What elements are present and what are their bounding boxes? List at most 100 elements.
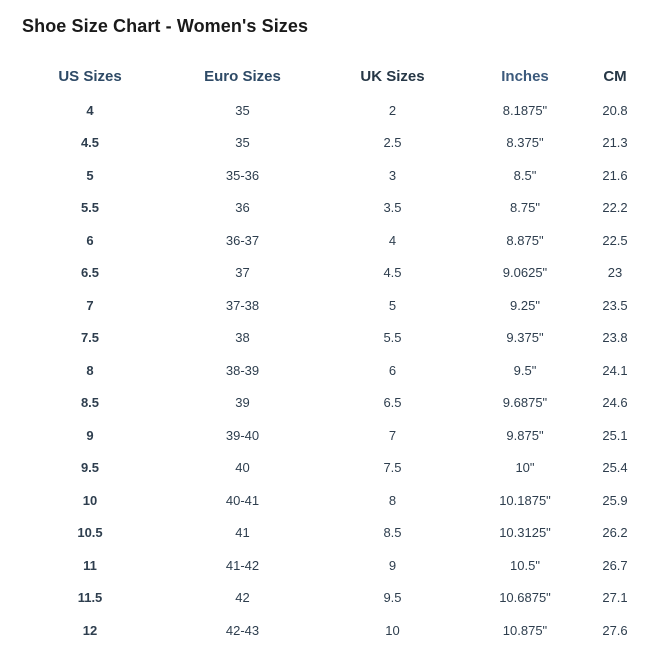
cell-inches: 8.1875"	[502, 102, 548, 118]
table-row: 10 40-41 8 10.1875" 25.9	[0, 484, 660, 517]
table-row: 7 37-38 5 9.25" 23.5	[0, 289, 660, 322]
cell-euro-size: 42-43	[225, 622, 260, 638]
cell-cm: 27.6	[602, 622, 628, 638]
header-row: US Sizes Euro Sizes UK Sizes Inches CM	[0, 58, 660, 94]
cell-cm: 23	[607, 265, 623, 281]
cell-cm: 22.2	[602, 200, 628, 216]
cell-inches: 10.5"	[510, 557, 540, 573]
cell-uk-size: 9	[388, 557, 397, 573]
cell-us-size: 11	[83, 557, 97, 573]
cell-uk-size: 3.5	[383, 200, 402, 216]
cell-us-size: 7.5	[80, 330, 100, 346]
cell-us-size: 5	[86, 167, 94, 183]
cell-euro-size: 40	[235, 460, 250, 476]
table-row: 9.5 40 7.5 10" 25.4	[0, 452, 660, 485]
header-inches: Inches	[501, 67, 549, 85]
cell-us-size: 10	[82, 492, 98, 508]
cell-euro-size: 41	[235, 525, 250, 541]
cell-uk-size: 5	[388, 297, 397, 313]
cell-cm: 21.3	[602, 135, 628, 151]
cell-cm: 22.5	[602, 232, 628, 248]
cell-euro-size: 40-41	[225, 492, 260, 508]
header-euro-sizes: Euro Sizes	[204, 67, 281, 85]
table-body: 4 35 2 8.1875" 20.8 4.5 35 2.5 8.375" 21.3 5 35-36 3…	[0, 94, 660, 647]
cell-us-size: 6	[86, 232, 94, 248]
cell-uk-size: 4	[388, 232, 397, 248]
cell-uk-size: 9.5	[383, 590, 402, 606]
table-row: 4 35 2 8.1875" 20.8	[0, 94, 660, 127]
cell-euro-size: 39	[235, 395, 250, 411]
cell-us-size: 9	[86, 427, 94, 443]
cell-euro-size: 35	[235, 135, 250, 151]
cell-inches: 9.375"	[506, 330, 544, 346]
cell-uk-size: 6	[388, 362, 397, 378]
cell-cm: 20.8	[602, 102, 628, 118]
table-row: 6.5 37 4.5 9.0625" 23	[0, 257, 660, 290]
size-chart-table: US Sizes Euro Sizes UK Sizes Inches CM 4…	[0, 58, 660, 647]
cell-euro-size: 36-37	[225, 232, 260, 248]
cell-us-size: 4	[86, 102, 94, 118]
cell-uk-size: 3	[388, 167, 397, 183]
cell-inches: 9.875"	[506, 427, 544, 443]
cell-us-size: 5.5	[80, 200, 100, 216]
table-row: 5.5 36 3.5 8.75" 22.2	[0, 192, 660, 225]
cell-inches: 10.6875"	[499, 590, 551, 606]
cell-inches: 8.375"	[506, 135, 544, 151]
table-row: 11 41-42 9 10.5" 26.7	[0, 549, 660, 582]
cell-us-size: 10.5	[77, 525, 103, 541]
table-row: 9 39-40 7 9.875" 25.1	[0, 419, 660, 452]
cell-uk-size: 2	[388, 102, 397, 118]
table-row: 6 36-37 4 8.875" 22.5	[0, 224, 660, 257]
cell-cm: 25.1	[602, 427, 628, 443]
cell-us-size: 6.5	[80, 265, 100, 281]
cell-cm: 24.6	[602, 395, 628, 411]
cell-cm: 24.1	[602, 362, 628, 378]
cell-inches: 9.25"	[510, 297, 540, 313]
cell-us-size: 4.5	[80, 135, 100, 151]
cell-cm: 25.9	[602, 492, 628, 508]
table-row: 8 38-39 6 9.5" 24.1	[0, 354, 660, 387]
cell-euro-size: 39-40	[225, 427, 260, 443]
cell-uk-size: 5.5	[383, 330, 402, 346]
cell-inches: 10.875"	[502, 622, 548, 638]
cell-us-size: 8.5	[80, 395, 100, 411]
cell-euro-size: 36	[235, 200, 250, 216]
cell-us-size: 8	[86, 362, 94, 378]
table-row: 8.5 39 6.5 9.6875" 24.6	[0, 387, 660, 420]
cell-uk-size: 7	[388, 427, 397, 443]
cell-euro-size: 37-38	[225, 297, 260, 313]
table-row: 7.5 38 5.5 9.375" 23.8	[0, 322, 660, 355]
cell-cm: 23.8	[602, 330, 628, 346]
cell-uk-size: 4.5	[383, 265, 402, 281]
cell-uk-size: 6.5	[383, 395, 402, 411]
cell-euro-size: 38-39	[225, 362, 260, 378]
cell-cm: 26.2	[602, 525, 628, 541]
cell-cm: 21.6	[602, 167, 628, 183]
cell-inches: 8.875"	[506, 232, 544, 248]
table-row: 12 42-43 10 10.875" 27.6	[0, 614, 660, 647]
cell-euro-size: 38	[235, 330, 250, 346]
table-row: 5 35-36 3 8.5" 21.6	[0, 159, 660, 192]
cell-us-size: 12	[82, 622, 98, 638]
cell-inches: 10.1875"	[499, 492, 551, 508]
cell-us-size: 11.5	[77, 590, 103, 606]
cell-cm: 23.5	[602, 297, 628, 313]
cell-euro-size: 35	[235, 102, 250, 118]
cell-us-size: 9.5	[80, 460, 100, 476]
cell-uk-size: 8.5	[383, 525, 402, 541]
cell-euro-size: 41-42	[225, 557, 260, 573]
cell-inches: 9.5"	[513, 362, 537, 378]
header-cm: CM	[603, 67, 627, 85]
cell-euro-size: 42	[235, 590, 250, 606]
table-row: 10.5 41 8.5 10.3125" 26.2	[0, 517, 660, 550]
table-header: US Sizes Euro Sizes UK Sizes Inches CM	[0, 58, 660, 94]
cell-euro-size: 37	[235, 265, 250, 281]
cell-inches: 9.0625"	[502, 265, 548, 281]
cell-us-size: 7	[86, 297, 94, 313]
cell-inches: 10"	[515, 460, 535, 476]
cell-uk-size: 2.5	[383, 135, 402, 151]
page-title: Shoe Size Chart - Women's Sizes	[22, 16, 309, 36]
cell-uk-size: 10	[385, 622, 400, 638]
cell-cm: 25.4	[602, 460, 628, 476]
table-row: 11.5 42 9.5 10.6875" 27.1	[0, 582, 660, 615]
